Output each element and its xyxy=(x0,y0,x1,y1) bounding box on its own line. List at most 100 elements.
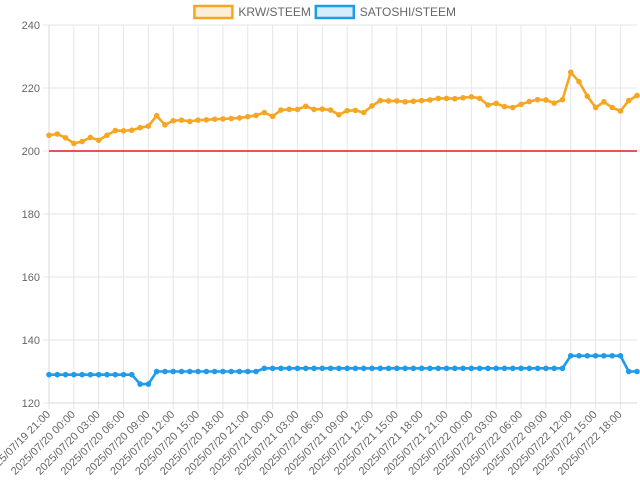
series-line-krw-steem xyxy=(47,70,639,145)
data-point-satoshi-steem xyxy=(203,368,210,375)
data-point-satoshi-steem xyxy=(625,368,632,375)
data-point-krw-steem xyxy=(62,134,69,141)
data-point-satoshi-steem xyxy=(452,365,458,372)
data-point-krw-steem xyxy=(526,98,533,105)
data-point-satoshi-steem xyxy=(319,365,326,372)
data-point-satoshi-steem xyxy=(294,365,301,372)
data-point-satoshi-steem xyxy=(501,365,508,372)
data-point-krw-steem xyxy=(493,100,500,107)
data-point-satoshi-steem xyxy=(360,365,367,372)
data-point-satoshi-steem xyxy=(46,371,52,378)
data-point-satoshi-steem xyxy=(129,371,135,378)
data-point-krw-steem xyxy=(79,138,85,145)
data-point-satoshi-steem xyxy=(493,365,500,372)
data-point-krw-steem xyxy=(253,112,259,119)
data-point-krw-steem xyxy=(485,102,491,108)
data-point-satoshi-steem xyxy=(211,368,218,375)
data-point-satoshi-steem xyxy=(394,365,400,372)
data-point-krw-steem xyxy=(501,103,508,110)
data-point-krw-steem xyxy=(153,112,160,119)
data-point-satoshi-steem xyxy=(137,381,143,387)
data-point-satoshi-steem xyxy=(402,365,408,372)
data-point-krw-steem xyxy=(369,103,375,109)
data-point-satoshi-steem xyxy=(186,368,193,375)
data-point-satoshi-steem xyxy=(418,365,425,372)
data-point-satoshi-steem xyxy=(87,371,94,378)
data-point-krw-steem xyxy=(319,106,326,112)
legend-swatch xyxy=(193,4,234,20)
data-point-satoshi-steem xyxy=(95,371,102,378)
y-tick-label: 200 xyxy=(22,146,40,158)
data-point-krw-steem xyxy=(443,95,450,102)
data-point-krw-steem xyxy=(634,92,640,99)
data-point-satoshi-steem xyxy=(311,365,317,372)
legend-label: KRW/STEEM xyxy=(238,5,310,19)
y-tick-label: 240 xyxy=(22,20,40,32)
data-point-satoshi-steem xyxy=(617,352,624,359)
data-point-krw-steem xyxy=(294,106,301,113)
y-tick-label: 220 xyxy=(22,83,40,95)
legend-swatch xyxy=(314,4,356,20)
data-point-krw-steem xyxy=(534,96,541,103)
data-point-satoshi-steem xyxy=(559,365,566,372)
data-point-krw-steem xyxy=(186,118,193,125)
data-point-satoshi-steem xyxy=(584,352,591,359)
data-point-satoshi-steem xyxy=(601,352,607,359)
data-point-satoshi-steem xyxy=(352,365,359,372)
data-point-satoshi-steem xyxy=(427,365,433,372)
y-tick-label: 120 xyxy=(22,398,40,410)
data-point-satoshi-steem xyxy=(410,365,417,372)
data-point-krw-steem xyxy=(344,107,350,114)
data-point-satoshi-steem xyxy=(509,365,516,372)
data-point-krw-steem xyxy=(46,132,52,139)
data-point-satoshi-steem xyxy=(178,368,185,375)
data-point-krw-steem xyxy=(592,104,599,111)
data-point-satoshi-steem xyxy=(162,368,168,375)
data-point-krw-steem xyxy=(178,117,185,123)
data-point-satoshi-steem xyxy=(336,365,342,372)
data-point-krw-steem xyxy=(435,95,442,102)
data-point-krw-steem xyxy=(137,124,143,131)
y-tick-label: 140 xyxy=(22,335,40,347)
data-point-krw-steem xyxy=(584,93,591,99)
data-point-satoshi-steem xyxy=(145,381,152,387)
data-point-satoshi-steem xyxy=(104,371,110,378)
data-point-satoshi-steem xyxy=(460,365,466,372)
data-point-satoshi-steem xyxy=(576,352,582,359)
data-point-satoshi-steem xyxy=(261,365,268,372)
data-point-satoshi-steem xyxy=(54,371,61,378)
data-point-satoshi-steem xyxy=(253,368,259,375)
data-point-satoshi-steem xyxy=(153,368,160,375)
data-point-satoshi-steem xyxy=(634,368,640,375)
legend: KRW/STEEM SATOSHI/STEEM xyxy=(193,4,456,20)
data-point-krw-steem xyxy=(302,103,309,110)
y-tick-label: 160 xyxy=(22,272,40,284)
data-point-satoshi-steem xyxy=(609,352,615,359)
data-point-krw-steem xyxy=(336,111,342,118)
data-point-krw-steem xyxy=(625,97,632,104)
data-point-krw-steem xyxy=(617,108,624,114)
data-point-krw-steem xyxy=(601,99,607,105)
data-point-krw-steem xyxy=(71,140,77,147)
data-point-krw-steem xyxy=(244,113,251,120)
data-point-krw-steem xyxy=(427,97,433,103)
data-point-satoshi-steem xyxy=(269,365,276,372)
data-point-krw-steem xyxy=(418,97,425,104)
series-krw-steem xyxy=(46,69,640,147)
data-point-krw-steem xyxy=(385,98,392,104)
grid xyxy=(43,24,637,409)
y-axis: 120 140 160 180 200 220 240 xyxy=(22,20,50,410)
data-point-satoshi-steem xyxy=(592,352,599,359)
data-point-satoshi-steem xyxy=(435,365,442,372)
data-point-satoshi-steem xyxy=(112,371,119,378)
data-point-krw-steem xyxy=(228,115,234,122)
data-point-satoshi-steem xyxy=(195,368,201,375)
data-point-satoshi-steem xyxy=(476,365,483,372)
series-satoshi-steem xyxy=(46,352,640,387)
data-point-satoshi-steem xyxy=(220,368,226,375)
data-point-krw-steem xyxy=(104,132,110,139)
data-point-satoshi-steem xyxy=(228,368,234,375)
data-point-satoshi-steem xyxy=(369,365,375,372)
data-point-krw-steem xyxy=(518,101,524,108)
